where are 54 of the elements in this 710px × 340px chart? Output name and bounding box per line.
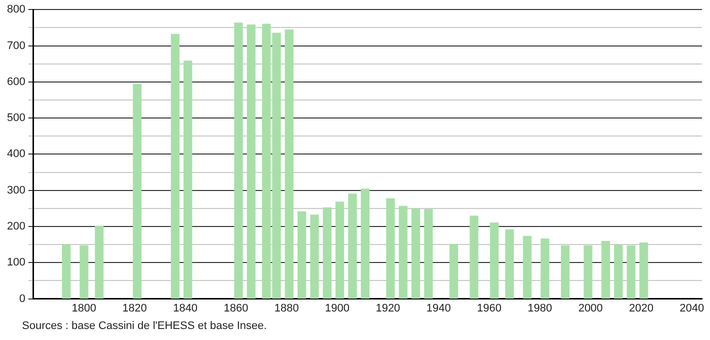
bar bbox=[505, 229, 514, 299]
bar bbox=[322, 207, 332, 299]
x-tick-label: 2000 bbox=[578, 302, 603, 314]
bar bbox=[335, 202, 344, 299]
bar bbox=[310, 214, 319, 299]
bar bbox=[62, 244, 71, 299]
bar bbox=[360, 188, 370, 299]
bar bbox=[490, 222, 499, 299]
x-tick-label: 1940 bbox=[426, 302, 451, 314]
bar bbox=[297, 211, 306, 299]
bar bbox=[348, 194, 357, 299]
y-tick-label: 400 bbox=[6, 148, 26, 160]
bar bbox=[639, 242, 648, 299]
x-tick-label: 1900 bbox=[325, 302, 350, 314]
bar bbox=[470, 216, 478, 299]
bar bbox=[284, 30, 294, 299]
y-tick-label: 300 bbox=[6, 184, 26, 196]
bar bbox=[424, 209, 433, 299]
x-tick-label: 1820 bbox=[122, 302, 147, 314]
bar bbox=[626, 245, 636, 299]
bar bbox=[584, 245, 592, 299]
x-tick-label: 2040 bbox=[680, 302, 704, 314]
bar bbox=[522, 236, 532, 299]
x-tick-label: 1960 bbox=[477, 302, 502, 314]
x-tick-label: 1920 bbox=[376, 302, 400, 314]
x-tick-label: 2020 bbox=[628, 302, 654, 314]
y-tick-label: 200 bbox=[6, 220, 26, 233]
x-tick-label: 1980 bbox=[528, 302, 552, 314]
y-tick-label: 600 bbox=[6, 76, 26, 88]
bar bbox=[170, 34, 180, 299]
source-note: Sources : base Cassini de l'EHESS et base Insee. bbox=[21, 319, 268, 334]
y-tick-label: 700 bbox=[6, 40, 26, 52]
y-tick-label: 500 bbox=[6, 112, 26, 124]
bar bbox=[614, 244, 623, 299]
bar bbox=[411, 208, 420, 299]
y-tick-label: 0 bbox=[19, 292, 26, 305]
bar bbox=[80, 245, 88, 299]
bar bbox=[132, 84, 142, 299]
x-tick-label: 1880 bbox=[274, 302, 299, 314]
bar bbox=[386, 198, 395, 299]
x-tick-label: 1840 bbox=[173, 302, 198, 314]
bar bbox=[601, 240, 610, 299]
y-tick-label: 800 bbox=[6, 4, 26, 16]
x-tick-label: 1800 bbox=[72, 302, 96, 314]
bar bbox=[540, 238, 550, 299]
y-tick-label: 100 bbox=[6, 256, 26, 269]
x-tick-label: 1860 bbox=[224, 302, 248, 314]
bar bbox=[184, 60, 192, 299]
bar bbox=[94, 226, 104, 299]
bar bbox=[234, 22, 243, 299]
bar bbox=[449, 244, 458, 299]
bar bbox=[398, 206, 408, 299]
bar bbox=[560, 245, 570, 299]
bar bbox=[246, 24, 256, 299]
